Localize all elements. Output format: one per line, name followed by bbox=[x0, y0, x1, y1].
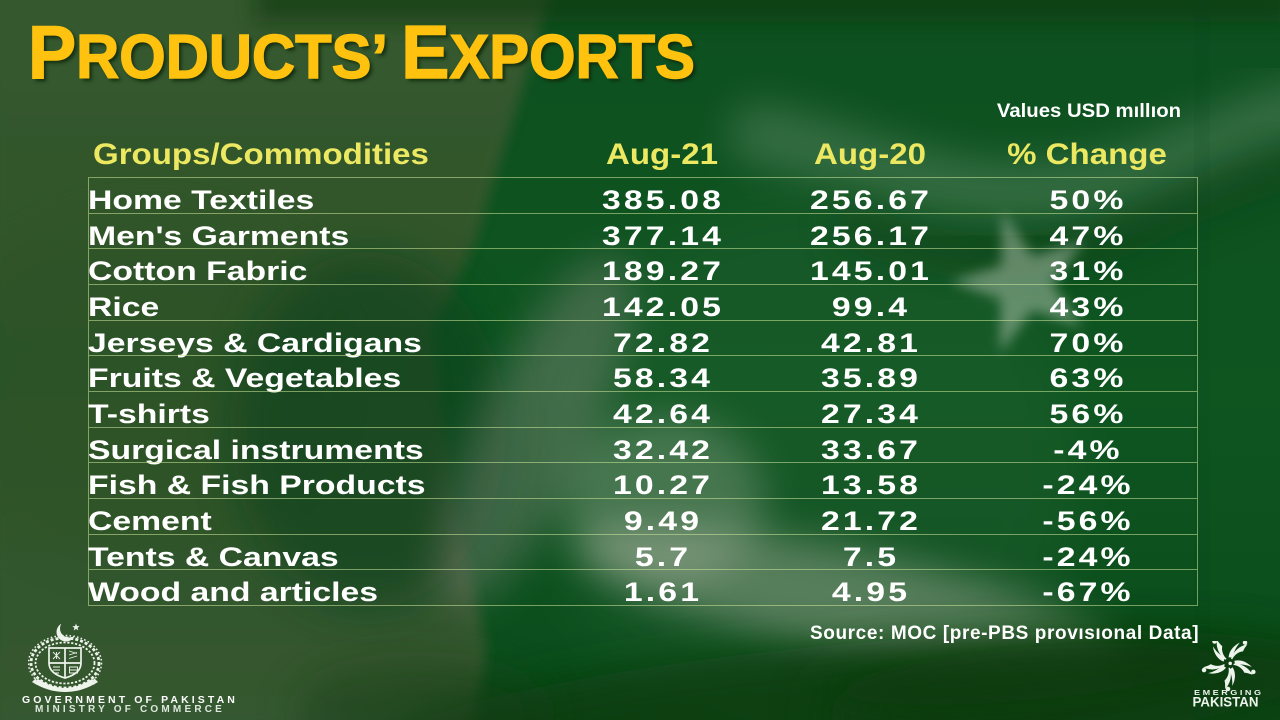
svg-text:E M E R G I N G: E M E R G I N G bbox=[1194, 690, 1262, 697]
svg-text:PAKISTAN: PAKISTAN bbox=[1193, 695, 1259, 710]
